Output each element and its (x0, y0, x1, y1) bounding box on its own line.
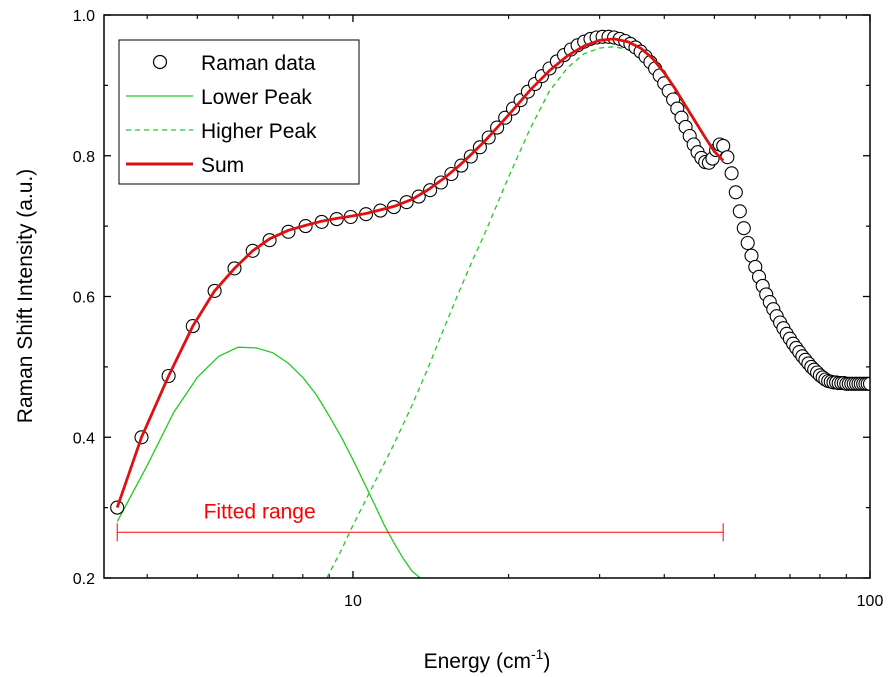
legend: Raman data Lower Peak Higher Peak Sum (118, 39, 360, 185)
legend-label-raman-data: Raman data (201, 52, 316, 75)
annotation (116, 523, 724, 542)
x-axis-label-superscript: -1 (531, 646, 544, 662)
legend-label-higher-peak: Higher Peak (201, 120, 317, 143)
raman-data-point (862, 376, 870, 391)
y-tick-label: 1.0 (73, 8, 95, 25)
x-axis-label-tail: ) (543, 650, 550, 673)
series-sum-line (115, 37, 725, 509)
raman-data-point (728, 185, 743, 200)
series-raman-data-points (110, 29, 870, 515)
raman-data-point (724, 166, 739, 181)
legend-marker-raman-data (152, 54, 168, 70)
y-tick-label: 0.2 (73, 571, 95, 588)
tick-labels: 0.2 0.4 0.6 0.8 1.0 10 100 (73, 8, 884, 610)
x-tick-label: 100 (857, 593, 884, 610)
series-higher-peak-line (326, 46, 724, 578)
annotation-fitted-range: Fitted range (204, 500, 316, 523)
x-tick-label: 10 (344, 593, 362, 610)
legend-label-lower-peak: Lower Peak (201, 86, 312, 109)
y-tick-label: 0.4 (73, 430, 95, 447)
y-axis-label: Raman Shift Intensity (a.u.) (14, 169, 37, 423)
raman-data-point (720, 150, 735, 165)
x-axis-label: Energy (cm-1) (424, 646, 551, 673)
y-tick-label: 0.8 (73, 149, 95, 166)
raman-data-point (736, 221, 751, 236)
legend-label-sum: Sum (201, 154, 244, 177)
series-layer (110, 29, 870, 578)
series-lower-peak-line (116, 346, 421, 578)
y-tick-label: 0.6 (73, 290, 95, 307)
raman-data-point (740, 235, 755, 251)
x-axis-label-main: Energy (cm (424, 650, 531, 673)
raman-data-point (732, 204, 747, 219)
plot-frame (103, 14, 871, 579)
